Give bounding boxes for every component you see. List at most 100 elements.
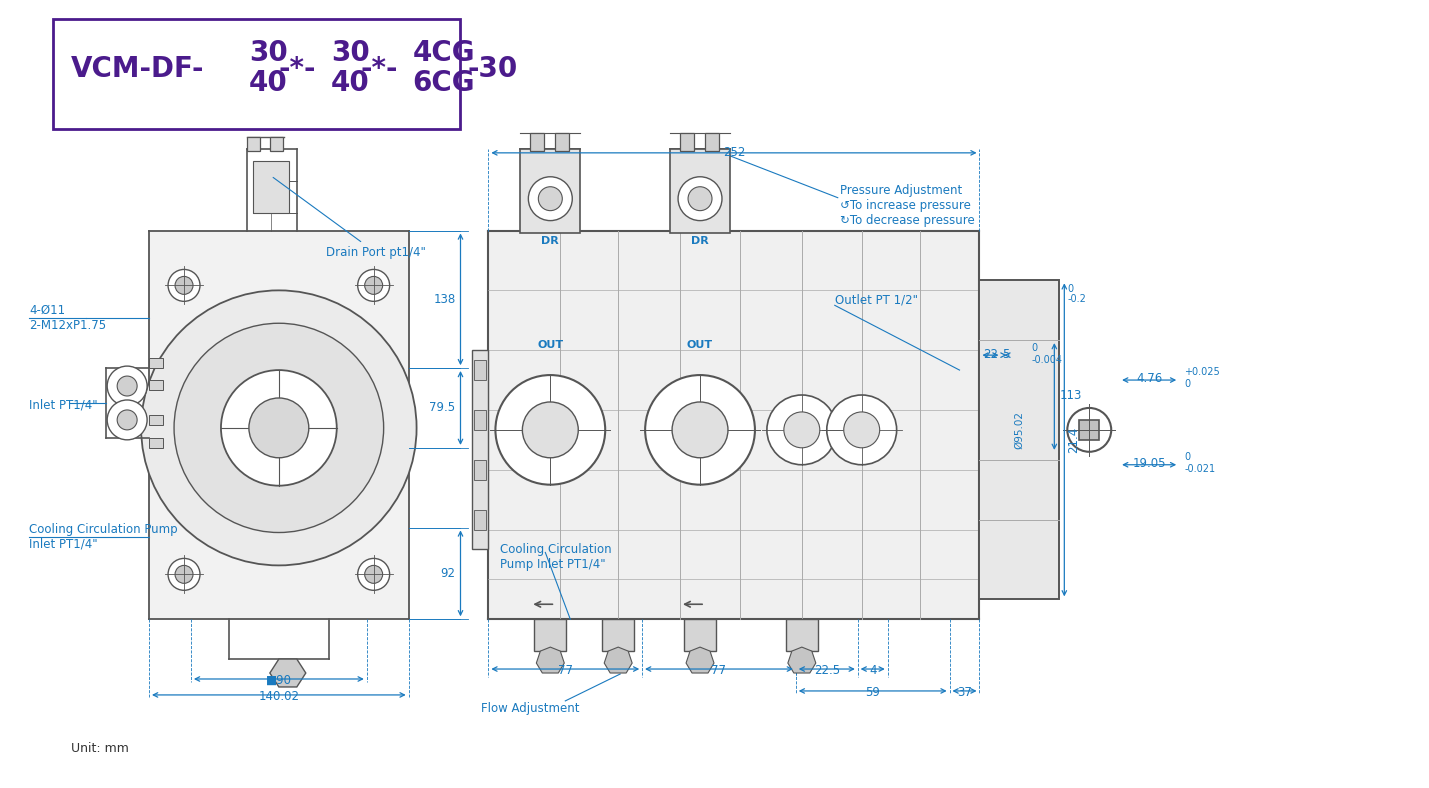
Bar — [149, 415, 163, 425]
Text: 0: 0 — [1185, 379, 1190, 389]
Text: 2-M12xP1.75: 2-M12xP1.75 — [30, 318, 106, 332]
Polygon shape — [270, 659, 306, 687]
Text: 77: 77 — [712, 664, 726, 677]
Circle shape — [843, 412, 880, 448]
Circle shape — [364, 277, 383, 295]
Text: Flow Adjustment: Flow Adjustment — [482, 702, 580, 716]
Bar — [680, 133, 694, 151]
Text: 30: 30 — [249, 39, 287, 67]
Bar — [556, 133, 569, 151]
Text: 4-Ø11: 4-Ø11 — [30, 304, 66, 317]
Circle shape — [672, 402, 727, 458]
Circle shape — [107, 366, 147, 406]
Circle shape — [644, 375, 755, 485]
Bar — [149, 358, 163, 368]
Polygon shape — [604, 647, 632, 673]
Text: 0: 0 — [1185, 452, 1190, 462]
Bar — [474, 410, 486, 430]
Circle shape — [169, 269, 200, 301]
Polygon shape — [686, 647, 714, 673]
Text: ↻To decrease pressure: ↻To decrease pressure — [840, 214, 975, 227]
Text: OUT: OUT — [537, 340, 563, 350]
Text: ■90: ■90 — [266, 674, 292, 687]
Text: -*-: -*- — [360, 55, 399, 84]
Text: 92: 92 — [440, 567, 456, 580]
Circle shape — [827, 395, 896, 465]
Circle shape — [221, 370, 337, 485]
Text: Pressure Adjustment: Pressure Adjustment — [840, 184, 962, 197]
Text: -0.004: -0.004 — [1032, 355, 1062, 365]
Text: 140.02: 140.02 — [259, 690, 299, 703]
Polygon shape — [536, 647, 564, 673]
Bar — [670, 149, 730, 232]
Text: 138: 138 — [433, 293, 456, 306]
Bar — [684, 619, 716, 651]
Polygon shape — [787, 647, 816, 673]
Text: Drain Port pt1/4": Drain Port pt1/4" — [273, 177, 426, 259]
Circle shape — [174, 323, 383, 533]
Bar — [489, 231, 979, 619]
Text: DR: DR — [692, 236, 709, 246]
Circle shape — [364, 566, 383, 583]
Text: DR: DR — [542, 236, 559, 246]
Bar — [1079, 420, 1099, 440]
Text: 40: 40 — [330, 69, 370, 97]
Text: 4CG: 4CG — [413, 39, 474, 67]
Text: -30: -30 — [467, 55, 517, 84]
Text: -0.2: -0.2 — [1067, 295, 1086, 304]
Circle shape — [107, 400, 147, 440]
Text: 252: 252 — [723, 146, 745, 159]
Bar — [474, 360, 486, 380]
Text: Inlet PT1/4": Inlet PT1/4" — [30, 538, 99, 551]
Text: -0.021: -0.021 — [1185, 463, 1215, 474]
Text: 22: 22 — [983, 348, 997, 361]
Circle shape — [117, 410, 137, 430]
Circle shape — [496, 375, 606, 485]
Text: 0: 0 — [1067, 284, 1073, 295]
Text: 22.5: 22.5 — [813, 664, 840, 677]
Text: Unit: mm: Unit: mm — [71, 742, 129, 755]
Bar — [786, 619, 817, 651]
Bar — [979, 281, 1059, 599]
Circle shape — [539, 187, 562, 210]
Text: 37: 37 — [957, 686, 972, 699]
Circle shape — [523, 402, 579, 458]
Circle shape — [169, 559, 200, 590]
Text: 40: 40 — [249, 69, 287, 97]
Circle shape — [357, 269, 390, 301]
Text: 4: 4 — [869, 664, 876, 677]
Bar — [534, 619, 566, 651]
Bar — [53, 20, 460, 129]
Text: 77: 77 — [557, 664, 573, 677]
Bar — [473, 350, 489, 549]
Text: 19.05: 19.05 — [1132, 457, 1166, 470]
Text: 21.4: 21.4 — [1067, 427, 1080, 453]
Circle shape — [687, 187, 712, 210]
Circle shape — [679, 177, 722, 221]
Circle shape — [117, 376, 137, 396]
Bar — [149, 380, 163, 390]
Bar — [530, 133, 544, 151]
Circle shape — [767, 395, 837, 465]
Circle shape — [174, 566, 193, 583]
Circle shape — [529, 177, 572, 221]
Text: Ø95.02: Ø95.02 — [1015, 411, 1025, 449]
Text: 113: 113 — [1059, 389, 1082, 403]
Text: Pump Inlet PT1/4": Pump Inlet PT1/4" — [500, 558, 606, 571]
Bar — [270, 137, 283, 151]
Circle shape — [785, 412, 820, 448]
Text: 5: 5 — [1002, 348, 1009, 361]
Bar — [474, 510, 486, 530]
Text: OUT: OUT — [687, 340, 713, 350]
Bar — [149, 231, 409, 619]
Text: 30: 30 — [330, 39, 370, 67]
Circle shape — [141, 290, 417, 566]
Text: Cooling Circulation Pump: Cooling Circulation Pump — [30, 523, 179, 536]
Text: 4.76: 4.76 — [1136, 372, 1162, 385]
Circle shape — [1067, 408, 1112, 452]
Text: 79.5: 79.5 — [429, 401, 456, 414]
Bar — [602, 619, 634, 651]
Bar — [704, 133, 719, 151]
Bar — [520, 149, 580, 232]
Text: Inlet PT1/4": Inlet PT1/4" — [30, 399, 99, 411]
